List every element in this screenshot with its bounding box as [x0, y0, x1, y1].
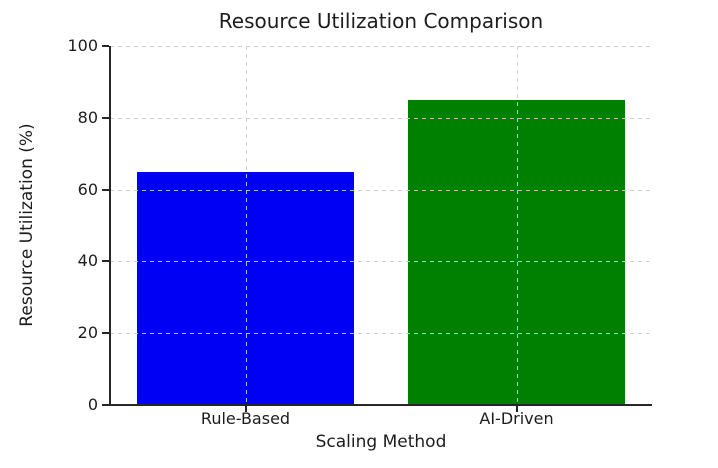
y-tick-mark-0	[102, 404, 109, 406]
y-tick-label-60: 60	[77, 179, 98, 199]
chart-title: Resource Utilization Comparison	[218, 9, 544, 33]
y-tick-label-40: 40	[77, 251, 98, 271]
y-axis-label: Resource Utilization (%)	[17, 123, 37, 327]
x-tick-label-rule-based: Rule-Based	[200, 409, 291, 428]
y-axis-spine	[109, 46, 111, 406]
h-gridline-100	[110, 46, 652, 47]
y-tick-mark-100	[102, 45, 109, 47]
y-tick-mark-80	[102, 116, 109, 119]
plot-area	[109, 46, 652, 406]
y-tick-label-20: 20	[77, 323, 98, 343]
bar-ai-driven	[408, 99, 625, 405]
y-tick-label-80: 80	[77, 107, 98, 127]
x-tick-label-ai-driven: AI-Driven	[479, 409, 554, 428]
bar-rule-based	[137, 171, 354, 405]
y-tick-label-0: 0	[87, 395, 98, 414]
x-tick-mark-rule-based	[244, 405, 247, 412]
y-tick-mark-20	[102, 332, 109, 335]
x-tick-mark-ai-driven	[515, 405, 518, 412]
y-tick-label-100: 100	[67, 36, 98, 55]
x-axis-label: Scaling Method	[315, 432, 447, 452]
y-tick-mark-40	[102, 260, 109, 263]
x-axis-spine	[109, 404, 652, 406]
y-tick-mark-60	[102, 188, 109, 191]
